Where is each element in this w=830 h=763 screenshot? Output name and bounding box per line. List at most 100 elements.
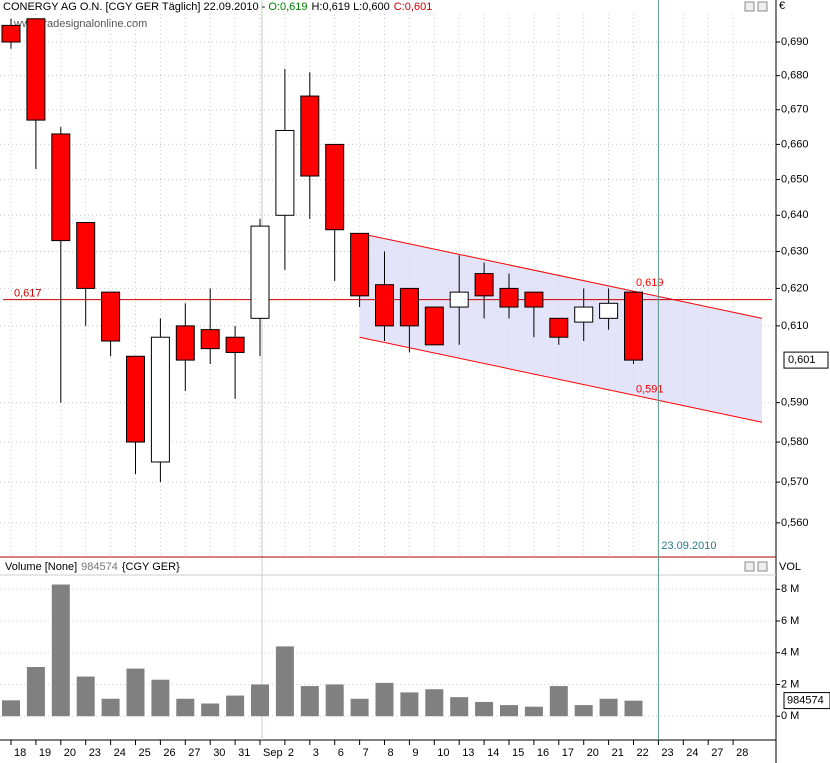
title-part: C:0,601 <box>394 1 433 13</box>
x-tick-label: 20 <box>587 747 599 759</box>
last-price-box <box>783 351 829 369</box>
y-tick-label: 0,560 <box>781 517 809 529</box>
y-tick-label: 0,650 <box>781 173 809 185</box>
volume-bar <box>126 668 145 717</box>
volume-bar <box>574 705 593 717</box>
window-button[interactable] <box>744 1 755 12</box>
volume-bar <box>400 692 419 717</box>
candle-body <box>574 306 594 323</box>
volume-bar <box>76 676 95 717</box>
x-tick-label: 18 <box>14 747 26 759</box>
x-tick-label: 22 <box>637 747 649 759</box>
x-tick-label: 9 <box>412 747 418 759</box>
volume-bar <box>201 703 220 717</box>
x-tick-label: 30 <box>213 747 225 759</box>
volume-bar <box>226 695 245 717</box>
candle-body <box>300 95 320 177</box>
volume-last-label: 984574 <box>787 694 824 706</box>
y-tick-label: 6 M <box>781 615 799 627</box>
x-tick-label: 10 <box>437 747 449 759</box>
x-tick-label: 6 <box>338 747 344 759</box>
x-tick-label: 28 <box>736 747 748 759</box>
x-tick-label: 24 <box>114 747 126 759</box>
volume-bar <box>26 667 45 717</box>
volume-bar <box>524 706 543 717</box>
candle-body <box>126 355 145 443</box>
volume-bar <box>176 698 195 717</box>
candle-body <box>599 302 619 319</box>
candle-body <box>250 225 270 319</box>
y-tick-label: 0,580 <box>781 436 809 448</box>
volume-bar <box>475 701 494 717</box>
x-tick-label: 27 <box>188 747 200 759</box>
title-part: H:0,619 L:0,600 <box>311 1 389 13</box>
y-tick-label: 0,620 <box>781 282 809 294</box>
x-tick-label: 3 <box>313 747 319 759</box>
volume-bar <box>500 705 518 717</box>
x-tick-label: 20 <box>64 747 76 759</box>
x-tick-label: 2 <box>288 747 294 759</box>
volume-bar <box>51 584 70 717</box>
volume-bar <box>350 698 369 717</box>
volume-bar <box>151 679 170 717</box>
candle-body <box>1 24 21 43</box>
candle-body <box>175 325 195 361</box>
window-button[interactable] <box>757 1 768 12</box>
window-button[interactable] <box>757 561 768 572</box>
y-tick-label: 0,610 <box>781 320 809 332</box>
candle-body <box>76 221 96 289</box>
volume-bar <box>300 686 319 717</box>
volume-bar <box>450 697 469 717</box>
candle-body <box>350 232 370 297</box>
x-tick-label: Sep <box>263 747 283 759</box>
y-tick-label: 0,660 <box>781 138 809 150</box>
volume-bar <box>325 684 344 717</box>
volume-bar <box>425 689 444 717</box>
candle-body <box>399 287 419 327</box>
channel-lower <box>359 336 763 423</box>
x-tick-label: 23 <box>89 747 101 759</box>
candle-body <box>150 336 170 463</box>
candle-body <box>474 273 494 297</box>
currency-label: € <box>779 0 785 12</box>
x-tick-label: 31 <box>238 747 250 759</box>
chart-title: CONERGY AG O.N. [CGY GER Täglich] 22.09.… <box>3 1 432 13</box>
candle-body <box>449 291 469 308</box>
x-tick-label: 24 <box>686 747 698 759</box>
y-tick-label: 0,690 <box>781 36 809 48</box>
y-tick-label: 8 M <box>781 583 799 595</box>
candle-body <box>424 306 444 346</box>
x-tick-label: 14 <box>487 747 499 759</box>
x-tick-label: 27 <box>711 747 723 759</box>
x-tick-label: 13 <box>462 747 474 759</box>
x-tick-label: 15 <box>512 747 524 759</box>
x-tick-label: 7 <box>363 747 369 759</box>
candle-body <box>524 291 544 308</box>
volume-bar <box>375 682 394 717</box>
x-tick-label: 17 <box>562 747 574 759</box>
window-button[interactable] <box>744 561 755 572</box>
candle-body <box>51 133 71 242</box>
volume-title: Volume [None] 984574 {CGY GER} <box>5 561 180 573</box>
x-tick-label: 26 <box>163 747 175 759</box>
title-part: O:0,619 <box>268 1 307 13</box>
last-price-label: 0,601 <box>788 354 816 366</box>
reference-label: 0,617 <box>14 287 42 299</box>
candle-body <box>101 291 121 342</box>
volume-name: Volume [None] <box>5 561 77 573</box>
y-tick-label: 0,680 <box>781 70 809 82</box>
candle-body <box>26 18 46 121</box>
y-tick-label: 0,640 <box>781 209 809 221</box>
x-tick-label: 21 <box>612 747 624 759</box>
candle-body <box>375 284 394 327</box>
y-tick-label: 4 M <box>781 647 799 659</box>
y-tick-label: 0,670 <box>781 104 809 116</box>
volume-last-box <box>783 692 830 710</box>
volume-symbol: {CGY GER} <box>122 561 180 573</box>
candle-body <box>499 287 519 308</box>
candle-body <box>549 317 569 338</box>
volume-bar <box>599 698 618 717</box>
x-tick-label: 23 <box>661 747 673 759</box>
candle-body <box>200 329 220 350</box>
